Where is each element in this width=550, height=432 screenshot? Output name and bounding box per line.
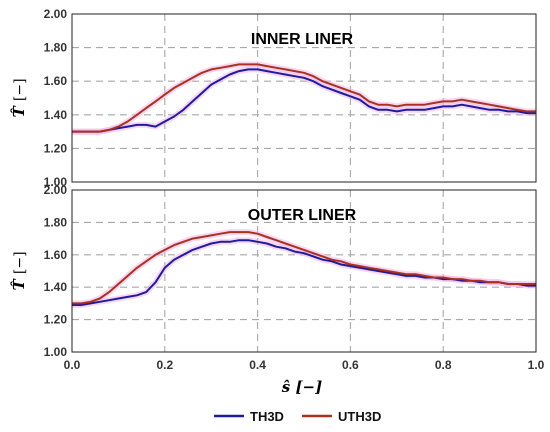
- x-tick-label: 0.8: [435, 358, 452, 372]
- y-tick-label: 1.00: [44, 345, 68, 359]
- y-tick-label: 1.60: [44, 74, 68, 88]
- y-tick-label: 1.40: [44, 280, 68, 294]
- series-line-th3d: [72, 239, 536, 306]
- series-line-th3d: [72, 68, 536, 133]
- y-tick-label: 2.00: [44, 183, 68, 197]
- plot-frame: [71, 13, 537, 183]
- series-line-uth3d: [72, 63, 536, 133]
- y-axis-label: T̂ [−]: [10, 251, 28, 290]
- y-tick-label: 2.00: [44, 7, 68, 21]
- x-tick-label: 0.4: [249, 358, 266, 372]
- panel-title: INNER LINER: [251, 31, 354, 48]
- outer-liner-panel: 1.00 1.20 1.40 1.60 1.80 2.00 0.0 0.2 0.4 0.6 0.8 1…: [10, 183, 545, 372]
- plot-frame: [71, 189, 537, 353]
- y-axis-label: T̂ [−]: [10, 78, 28, 117]
- legend-label-th3d: TH3D: [250, 409, 284, 424]
- panel-title: OUTER LINER: [248, 207, 357, 224]
- y-tick-label: 1.00: [44, 175, 68, 189]
- y-tick-label: 1.80: [44, 215, 68, 229]
- legend-label-uth3d: UTH3D: [338, 409, 381, 424]
- legend: TH3D UTH3D: [214, 409, 381, 424]
- y-tick-label: 1.80: [44, 41, 68, 55]
- y-tick-label: 1.40: [44, 108, 68, 122]
- y-tick-label: 1.20: [44, 313, 68, 327]
- x-tick-label: 0.0: [64, 358, 81, 372]
- y-tick-label: 1.60: [44, 248, 68, 262]
- inner-liner-panel: 1.00 1.20 1.40 1.60 1.80 2.00 INNER LINER T̂ [−…: [10, 7, 537, 189]
- series-line-uth3d: [72, 231, 536, 305]
- y-tick-label: 1.20: [44, 141, 68, 155]
- x-tick-label: 0.2: [156, 358, 173, 372]
- x-tick-label: 1.0: [528, 358, 545, 372]
- x-tick-label: 0.6: [342, 358, 359, 372]
- y-axis-unit: [−]: [12, 78, 28, 101]
- y-axis-unit: [−]: [12, 251, 28, 274]
- plot-area: [72, 190, 536, 352]
- x-axis-label: ŝ [−]: [282, 378, 322, 396]
